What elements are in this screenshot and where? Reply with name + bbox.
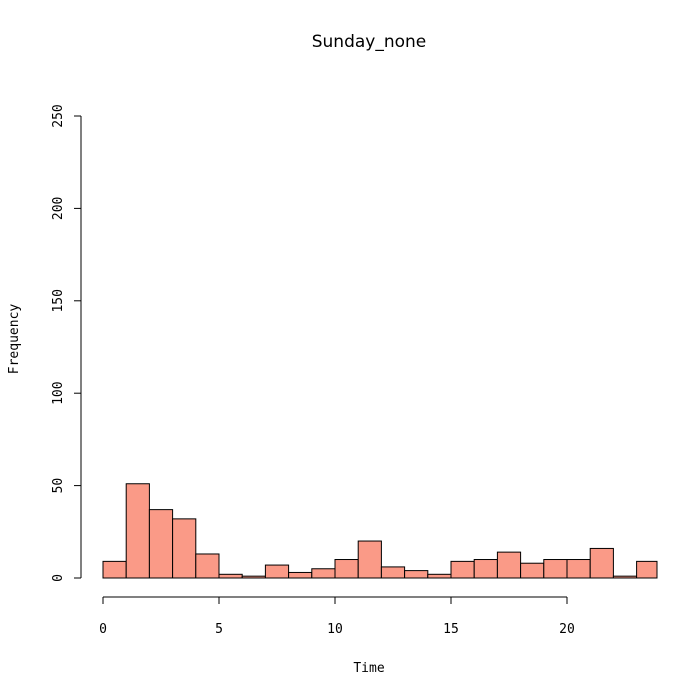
y-tick-label: 0 xyxy=(51,574,66,582)
histogram-bar xyxy=(612,575,638,579)
y-tick-label: 50 xyxy=(51,478,66,494)
histogram-bar xyxy=(496,551,522,579)
histogram-bar xyxy=(566,559,591,579)
histogram-bar xyxy=(334,559,359,579)
y-axis-label: Frequency xyxy=(7,304,22,375)
y-tick-label: 250 xyxy=(51,104,66,127)
y-tick-label: 100 xyxy=(51,381,66,404)
x-tick-label: 5 xyxy=(215,622,223,637)
x-tick-label: 15 xyxy=(443,622,459,637)
y-axis: 0 50 100 150 200 250 xyxy=(51,104,82,582)
y-tick-label: 150 xyxy=(51,289,66,312)
histogram-bar xyxy=(195,553,220,579)
histogram-bar xyxy=(172,518,197,579)
histogram-bar xyxy=(589,547,614,579)
histogram-bar xyxy=(148,509,174,579)
x-axis: 0 5 10 15 20 xyxy=(99,596,575,637)
histogram-bar xyxy=(218,573,243,579)
histogram-bar xyxy=(543,559,568,579)
histogram-bar xyxy=(473,559,498,579)
histogram-bar xyxy=(357,540,382,579)
histogram-bar xyxy=(450,560,475,579)
x-tick-label: 10 xyxy=(327,622,343,637)
x-tick-label: 20 xyxy=(559,622,575,637)
x-axis-label: Time xyxy=(353,661,384,676)
histogram-bar xyxy=(636,560,658,579)
histogram-bar xyxy=(125,483,150,579)
histogram-bar xyxy=(520,562,545,579)
histogram-bar xyxy=(102,560,127,579)
histogram-bar xyxy=(427,573,452,579)
histogram-bar xyxy=(404,570,429,579)
histogram-bar xyxy=(380,566,406,579)
x-tick-label: 0 xyxy=(99,622,107,637)
bars-group xyxy=(102,483,658,579)
histogram-bar xyxy=(311,568,336,579)
chart-title: Sunday_none xyxy=(312,32,427,52)
histogram-bar xyxy=(241,575,266,579)
y-tick-label: 200 xyxy=(51,197,66,220)
histogram-bar xyxy=(264,564,290,579)
histogram-bar xyxy=(288,571,313,579)
